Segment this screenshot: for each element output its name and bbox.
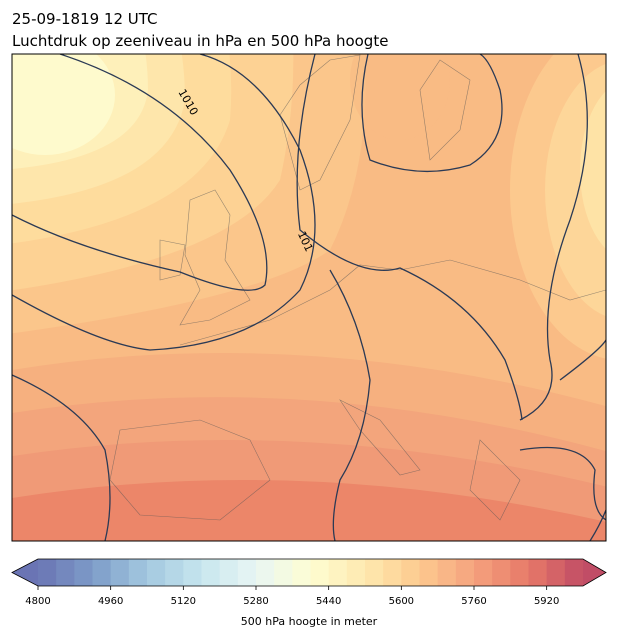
isobar [559, 339, 606, 381]
isobar [361, 54, 503, 173]
colorbar-segment [256, 559, 275, 586]
colorbar-segment [56, 559, 75, 586]
band [350, 54, 450, 140]
colorbar-segment [564, 559, 584, 586]
tick-label: 5120 [171, 596, 196, 607]
colorbar-segment [383, 559, 402, 586]
colorbar-segment [510, 559, 529, 586]
colorbar-segment [38, 559, 57, 586]
tick-label: 5760 [461, 596, 486, 607]
colorbar: 4800 4960 5120 5280 5440 5600 5760 5920 [11, 558, 607, 607]
tick-label: 5600 [389, 596, 414, 607]
tick-label: 5440 [316, 596, 341, 607]
colorbar-segment [419, 559, 439, 586]
subtitle: Luchtdruk op zeeniveau in hPa en 500 hPa… [12, 32, 388, 50]
tick-label: 4800 [25, 596, 50, 607]
colorbar-segment [401, 559, 420, 586]
title: 25-09-1819 12 UTC [12, 10, 158, 28]
colorbar-segment [92, 559, 112, 586]
isobar [519, 54, 588, 421]
colorbar-segment [274, 559, 293, 586]
colorbar-segment [346, 559, 366, 586]
colorbar-segment [492, 559, 511, 586]
colorbar-segment [183, 559, 202, 586]
isobar [296, 54, 523, 421]
colorbar-extend-low [12, 559, 38, 586]
colorbar-segment [292, 559, 311, 586]
colorbar-segment [201, 559, 221, 586]
colorbar-segment [455, 559, 475, 586]
colorbar-segment [546, 559, 566, 586]
colorbar-segment [474, 559, 493, 586]
colorbar-segment [437, 559, 457, 586]
colorbar-segment [365, 559, 384, 586]
coastline [109, 54, 606, 521]
colorbar-segment [310, 559, 330, 586]
isobar [329, 269, 371, 541]
colorbar-segment [147, 559, 166, 586]
tick-label: 4960 [98, 596, 123, 607]
colorbar-segment [128, 559, 148, 586]
colorbar-extend-high [583, 559, 606, 586]
tick-label: 5920 [534, 596, 559, 607]
isobar [12, 54, 268, 291]
map-frame [11, 53, 607, 542]
isobar [12, 54, 316, 351]
colorbar-segment [165, 559, 184, 586]
colorbar-segment [328, 559, 348, 586]
colorbar-segment [237, 559, 257, 586]
colorbar-segment [528, 559, 548, 586]
colorbar-frame [11, 558, 607, 587]
colorbar-segment [110, 559, 130, 586]
map: 1010 101 [12, 54, 606, 541]
colorbar-segment [219, 559, 239, 586]
colorbar-label: 500 hPa hoogte in meter [241, 615, 378, 628]
isobar [12, 374, 111, 541]
band [12, 54, 115, 155]
isobar [519, 446, 606, 541]
tick-label: 5280 [243, 596, 268, 607]
colorbar-segment [74, 559, 93, 586]
